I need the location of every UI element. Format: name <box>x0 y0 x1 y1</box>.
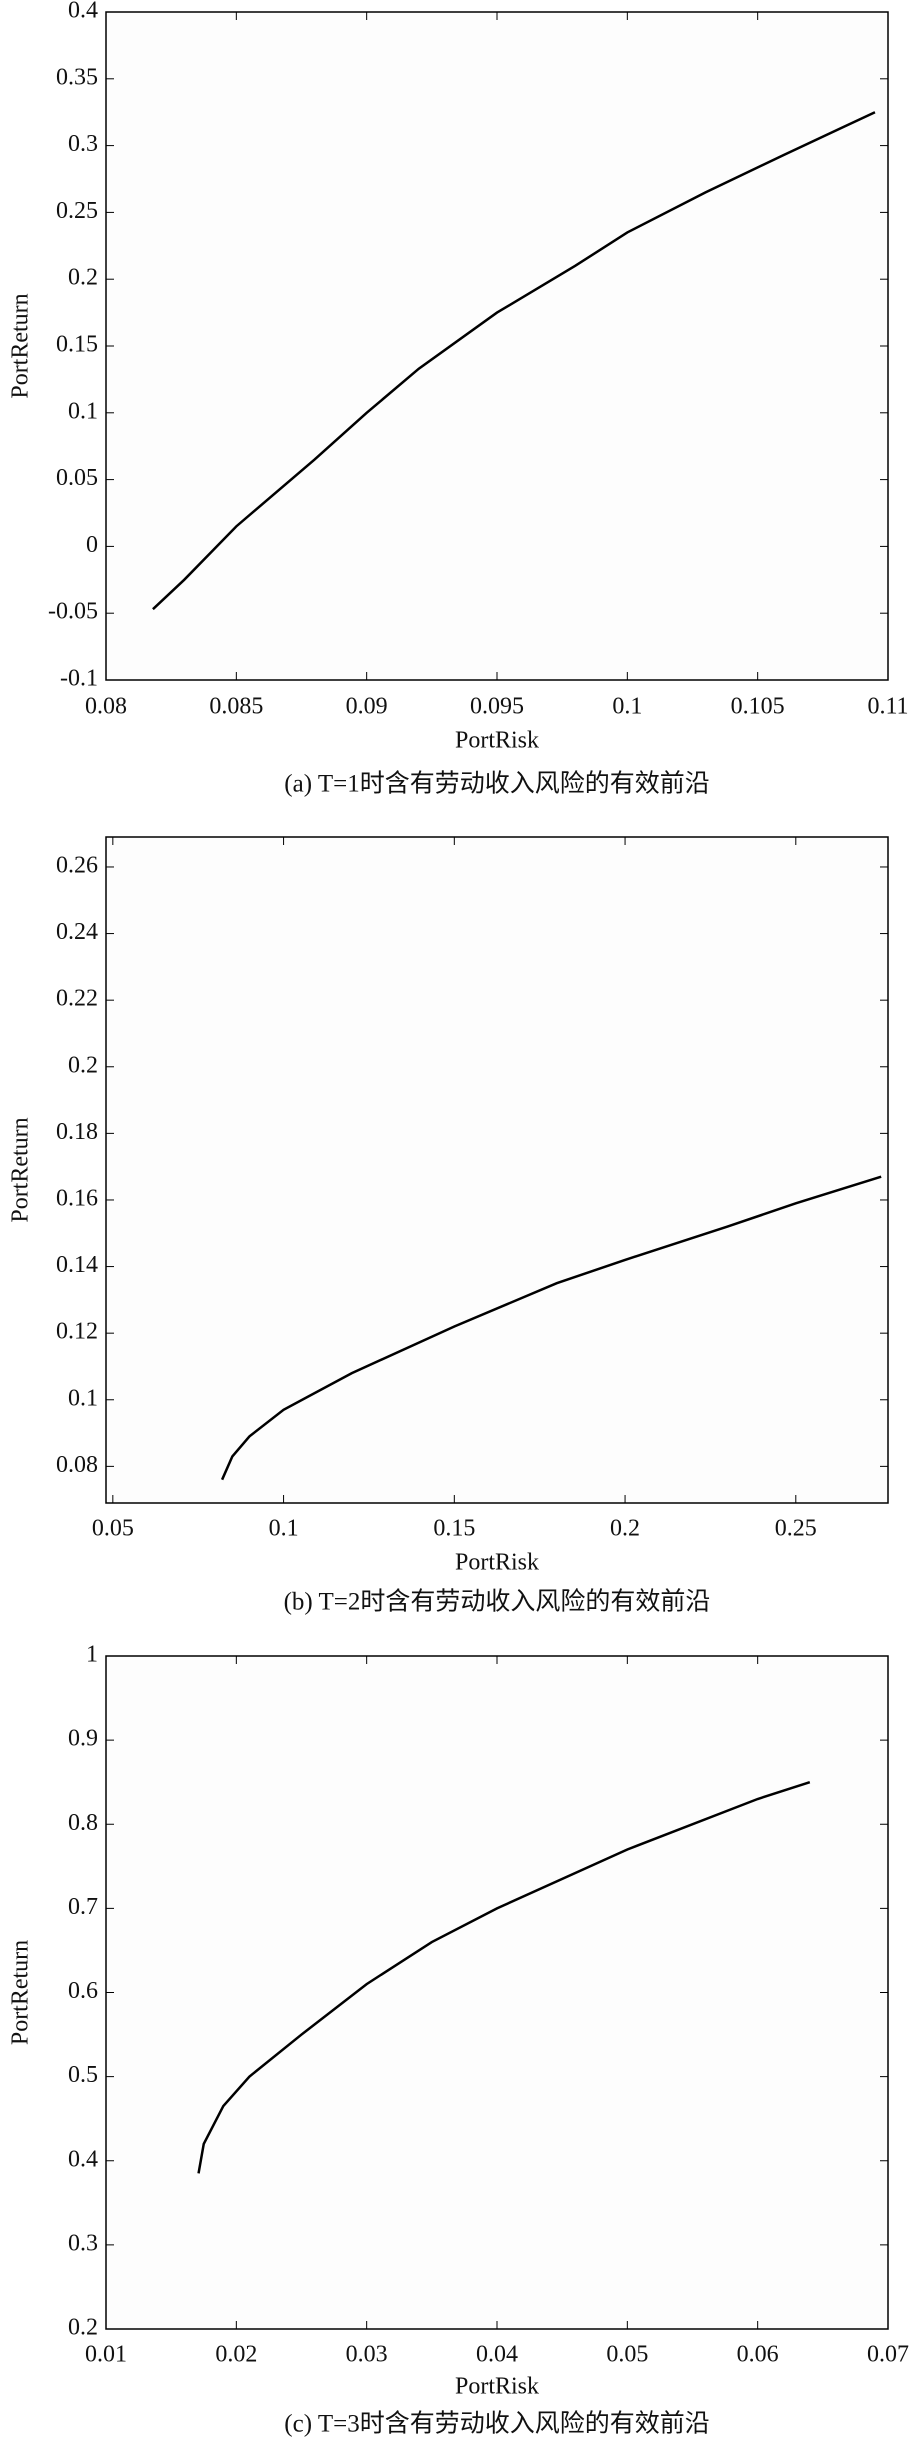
x-tick-label: 0.05 <box>92 1516 134 1542</box>
plot-area <box>105 1655 889 2330</box>
y-tick-label: 0.12 <box>56 1319 98 1345</box>
y-tick-label: 0.6 <box>68 1978 98 2004</box>
y-tick-label: 0.14 <box>56 1252 98 1278</box>
y-tick-label: 0.26 <box>56 852 98 878</box>
y-tick-label: 1 <box>86 1642 98 1668</box>
y-tick-label: 0.35 <box>56 64 98 90</box>
y-tick-label: 0.4 <box>68 2146 98 2172</box>
caption: (b) T=2时含有劳动收入风险的有效前沿 <box>284 1588 711 1616</box>
y-tick-label: 0.2 <box>68 1052 98 1078</box>
y-tick-label: 0.3 <box>68 131 98 157</box>
frontier-line <box>220 1175 882 1481</box>
y-tick-label: 0.4 <box>68 0 98 24</box>
y-tick-label: -0.1 <box>60 666 98 692</box>
x-tick-label: 0.08 <box>85 694 127 720</box>
y-tick-label: 0.08 <box>56 1452 98 1478</box>
y-tick-label: 0.24 <box>56 919 98 945</box>
x-tick-label: 0.105 <box>731 694 785 720</box>
y-tick-label: 0.2 <box>68 2315 98 2341</box>
plot-area <box>105 11 889 681</box>
y-tick-label: 0.2 <box>68 265 98 291</box>
y-tick-label: 0.1 <box>68 398 98 424</box>
x-tick-label: 0.02 <box>215 2342 257 2368</box>
frontier-line <box>197 1781 811 2174</box>
x-tick-label: 0.1 <box>269 1516 299 1542</box>
x-tick-label: 0.2 <box>610 1516 640 1542</box>
caption: (a) T=1时含有劳动收入风险的有效前沿 <box>284 770 709 798</box>
y-tick-label: 0.1 <box>68 1385 98 1411</box>
caption: (c) T=3时含有劳动收入风险的有效前沿 <box>284 2410 709 2438</box>
y-tick-label: 0.25 <box>56 198 98 224</box>
x-axis-label: PortRisk <box>455 1550 539 1576</box>
x-axis-label: PortRisk <box>455 2374 539 2400</box>
x-axis-label: PortRisk <box>455 728 539 754</box>
y-tick-label: 0.9 <box>68 1726 98 1752</box>
x-tick-label: 0.05 <box>606 2342 648 2368</box>
plot-area <box>105 836 889 1504</box>
x-tick-label: 0.03 <box>346 2342 388 2368</box>
x-tick-label: 0.095 <box>470 694 524 720</box>
x-tick-label: 0.11 <box>867 694 908 720</box>
y-tick-label: 0.3 <box>68 2230 98 2256</box>
y-tick-label: 0.5 <box>68 2062 98 2088</box>
y-tick-label: 0.22 <box>56 986 98 1012</box>
y-tick-label: 0.15 <box>56 332 98 358</box>
y-tick-label: 0.05 <box>56 465 98 491</box>
x-tick-label: 0.25 <box>775 1516 817 1542</box>
y-tick-label: 0.7 <box>68 1894 98 1920</box>
x-tick-label: 0.07 <box>867 2342 909 2368</box>
x-tick-label: 0.09 <box>346 694 388 720</box>
y-axis-label: PortReturn <box>8 1117 34 1222</box>
x-tick-label: 0.1 <box>612 694 642 720</box>
x-tick-label: 0.01 <box>85 2342 127 2368</box>
y-tick-label: 0.16 <box>56 1185 98 1211</box>
x-tick-label: 0.085 <box>209 694 263 720</box>
y-axis-label: PortReturn <box>8 293 34 398</box>
y-tick-label: -0.05 <box>48 599 98 625</box>
y-tick-label: 0 <box>86 532 98 558</box>
y-axis-label: PortReturn <box>8 1940 34 2045</box>
x-tick-label: 0.15 <box>433 1516 475 1542</box>
y-tick-label: 0.18 <box>56 1119 98 1145</box>
x-tick-label: 0.06 <box>737 2342 779 2368</box>
y-tick-label: 0.8 <box>68 1810 98 1836</box>
x-tick-label: 0.04 <box>476 2342 518 2368</box>
frontier-line <box>152 111 876 611</box>
